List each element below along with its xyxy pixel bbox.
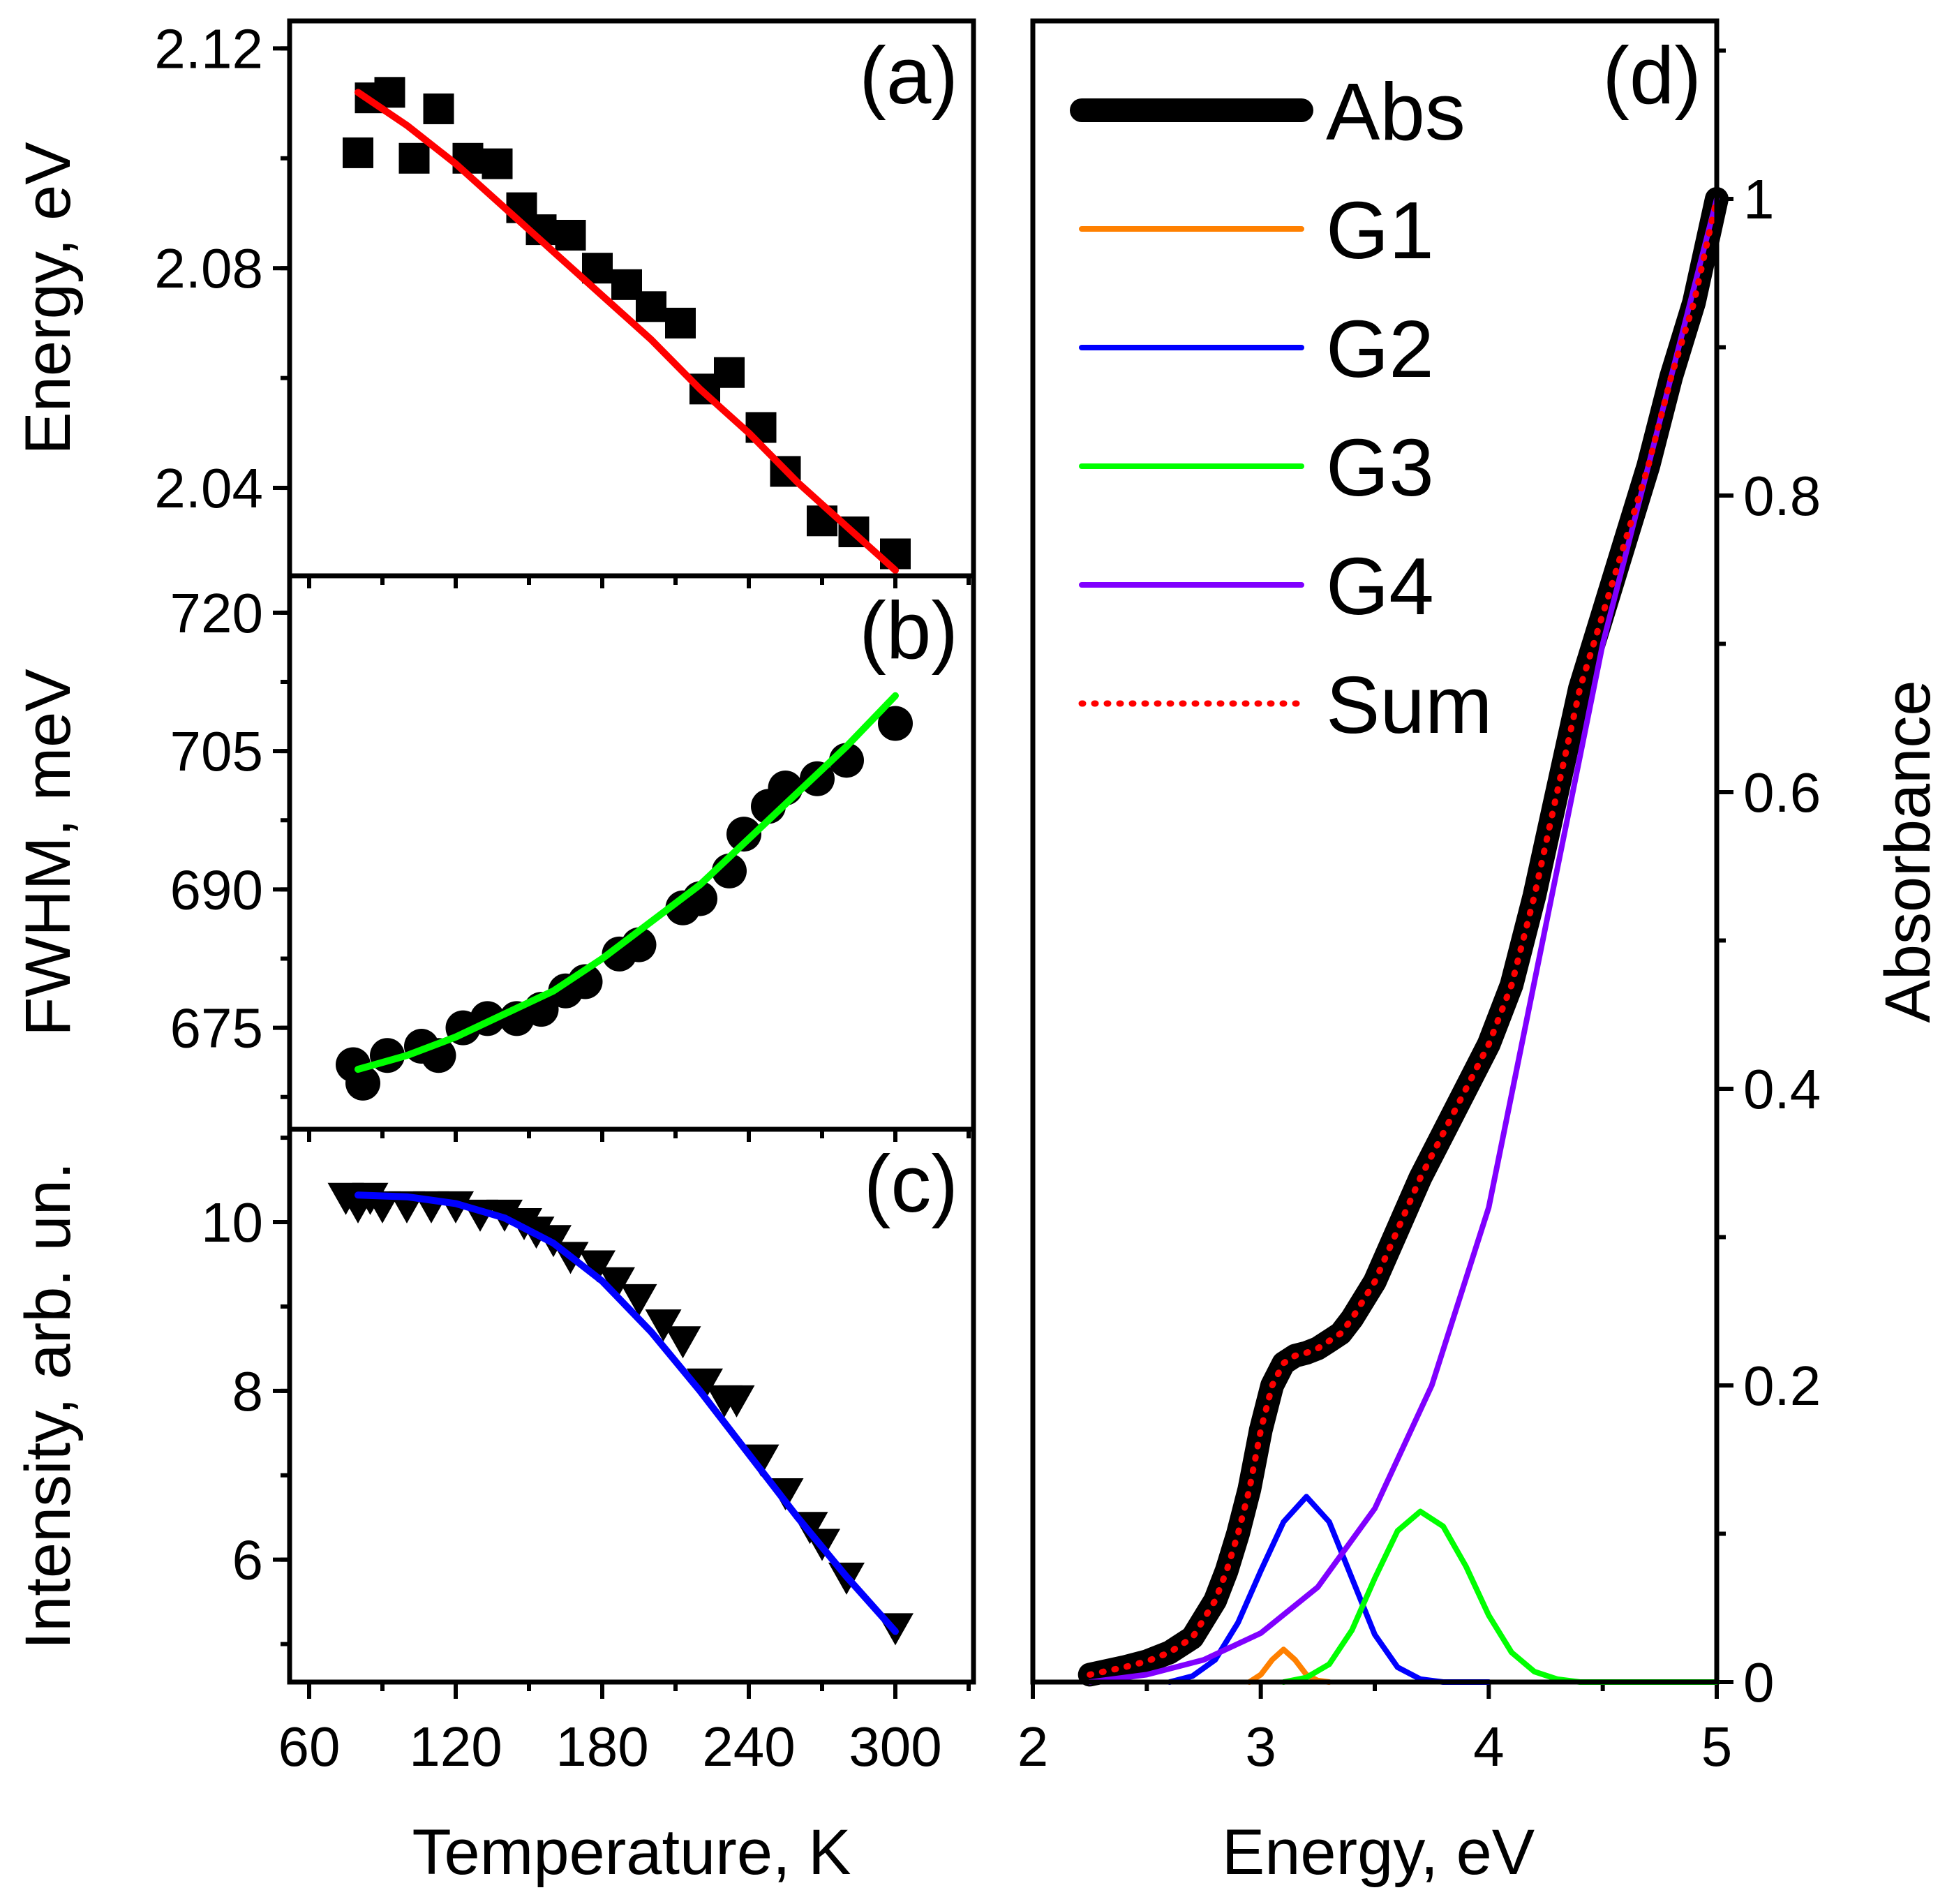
- legend-label-g3: G3: [1326, 422, 1434, 513]
- y-tick-label-b-0: 675: [170, 997, 263, 1059]
- y-tick-label-a-1: 2.08: [154, 237, 263, 299]
- data-point-b: [726, 817, 761, 852]
- y-tick-label-d-4: 0.8: [1743, 465, 1821, 527]
- y-tick-label-a-0: 2.04: [154, 457, 263, 519]
- x-tick-label-d-3: 5: [1701, 1716, 1733, 1778]
- y-axis-title-c: Intensity, arb. un.: [13, 1162, 84, 1650]
- data-point-c: [620, 1284, 657, 1316]
- y-axis-title-a: Energy, eV: [13, 142, 84, 454]
- x-tick-label-d-1: 3: [1245, 1716, 1276, 1778]
- fit-line-c: [355, 1191, 899, 1635]
- data-point-a: [482, 148, 513, 179]
- data-point-c: [579, 1250, 616, 1283]
- series-line-g1: [1246, 1646, 1332, 1685]
- x-tick-label-c-2: 180: [555, 1716, 648, 1778]
- data-point-a: [555, 219, 586, 251]
- legend-label-g2: G2: [1326, 304, 1434, 394]
- x-tick-label-c-4: 300: [849, 1716, 941, 1778]
- legend-label-g1: G1: [1326, 185, 1434, 276]
- series-line-g4: [1087, 196, 1720, 1685]
- series-line-g3: [1281, 1508, 1720, 1685]
- data-point-a: [398, 142, 430, 174]
- legend-label-abs: Abs: [1326, 66, 1466, 157]
- y-tick-label-c-2: 10: [201, 1191, 263, 1254]
- plot-frame-d: [1030, 18, 1720, 1685]
- x-tick-label-d-2: 4: [1473, 1716, 1505, 1778]
- panel-c: 6 8 10 60 120 180 240 300 Intensity, arb. un. (c): [13, 1126, 976, 1778]
- data-point-b: [345, 1065, 380, 1101]
- data-point-a: [665, 307, 696, 339]
- panel-label-a: (a): [859, 30, 958, 121]
- x-tick-label-c-1: 120: [409, 1716, 502, 1778]
- x-axis-title-temperature: Temperature, K: [412, 1817, 851, 1888]
- y-tick-label-d-1: 0.2: [1743, 1355, 1821, 1417]
- data-point-c: [599, 1267, 635, 1300]
- panel-d: 2 3 4 50 0.2 0.4 0.6 0.8 1 Absorbance (d) Abs G1 G2 G3…: [1017, 18, 1944, 1778]
- panel-label-d: (d): [1602, 30, 1701, 121]
- x-axis-title-energy: Energy, eV: [1222, 1817, 1535, 1888]
- data-point-b: [878, 706, 913, 741]
- plot-frame-c: [287, 1126, 976, 1685]
- y-tick-label-b-3: 720: [170, 582, 263, 644]
- data-point-c: [664, 1326, 701, 1359]
- legend-label-g4: G4: [1326, 541, 1434, 632]
- panel-label-c: (c): [864, 1138, 958, 1229]
- panel-a: 2.04 2.08 2.12 Energy, eV (a): [13, 17, 976, 588]
- fit-line-a: [355, 89, 899, 574]
- y-tick-label-c-1: 8: [232, 1360, 264, 1422]
- y-axis-title-d: Absorbance: [1872, 680, 1944, 1023]
- y-tick-label-b-2: 705: [170, 720, 263, 782]
- fit-line-b: [355, 692, 899, 1073]
- data-point-c: [645, 1309, 682, 1342]
- legend-label-sum: Sum: [1326, 660, 1493, 750]
- data-point-a: [343, 137, 373, 168]
- panel-b: 675 690 705 720 FWHM, meV (b): [13, 573, 976, 1142]
- data-point-a: [423, 93, 454, 124]
- x-tick-label-d-0: 2: [1017, 1716, 1049, 1778]
- y-tick-label-c-0: 6: [232, 1529, 264, 1591]
- data-point-a: [374, 77, 405, 108]
- y-axis-title-b: FWHM, meV: [13, 669, 84, 1036]
- legend: Abs G1 G2 G3 G4 Sum: [1070, 66, 1493, 750]
- y-tick-label-d-3: 0.6: [1743, 761, 1821, 824]
- data-point-c: [687, 1368, 723, 1401]
- x-tick-label-c-0: 60: [278, 1716, 341, 1778]
- panel-label-b: (b): [859, 585, 958, 676]
- x-tick-label-c-3: 240: [702, 1716, 795, 1778]
- data-point-a: [714, 357, 745, 388]
- y-tick-label-d-5: 1: [1743, 168, 1775, 230]
- series-line-sum: [1087, 195, 1720, 1678]
- data-point-a: [636, 291, 666, 322]
- data-point-c: [718, 1385, 755, 1418]
- data-point-c: [743, 1444, 780, 1477]
- y-tick-label-a-2: 2.12: [154, 17, 263, 80]
- y-tick-label-d-2: 0.4: [1743, 1058, 1821, 1120]
- y-tick-label-d-0: 0: [1743, 1651, 1775, 1713]
- y-tick-label-b-1: 690: [170, 858, 263, 921]
